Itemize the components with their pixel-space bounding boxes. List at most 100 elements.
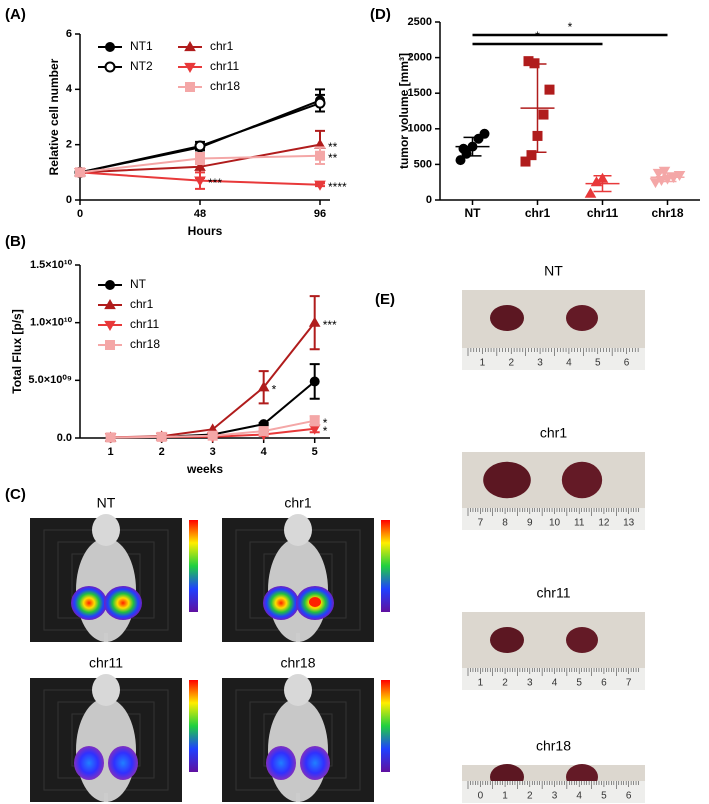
signal <box>71 586 107 620</box>
marker <box>105 280 115 290</box>
ruler-number: 2 <box>502 678 508 689</box>
ruler-number: 0 <box>478 791 484 802</box>
x-tick-label: 2 <box>159 446 165 458</box>
y-tick-label: 6 <box>66 28 72 40</box>
legend-label: NT <box>130 277 147 291</box>
marker <box>184 41 196 52</box>
x-tick-label: NT <box>465 206 482 220</box>
marker <box>104 61 116 73</box>
panel-label: (D) <box>370 6 391 23</box>
ruler-number: 3 <box>537 358 543 369</box>
colorbar <box>189 680 198 772</box>
significance: * <box>272 382 277 396</box>
ruler-number: 4 <box>566 358 572 369</box>
ruler-number: 6 <box>626 791 632 802</box>
marker <box>105 340 115 350</box>
marker <box>156 431 167 442</box>
marker <box>544 84 555 95</box>
ruler-number: 10 <box>549 518 561 529</box>
marker <box>526 150 537 161</box>
ruler-number: 5 <box>601 791 607 802</box>
ruler-number: 9 <box>527 518 533 529</box>
mouse-head <box>284 514 312 546</box>
y-tick-label: 2 <box>66 139 72 151</box>
x-tick-label: 4 <box>261 446 268 458</box>
ruler-number: 2 <box>508 358 514 369</box>
ruler <box>462 508 645 530</box>
signal <box>108 746 138 780</box>
ruler-number: 6 <box>601 678 607 689</box>
ruler-number: 11 <box>574 518 585 529</box>
ruler-number: 4 <box>552 678 558 689</box>
marker <box>257 381 270 392</box>
mouse-head <box>92 674 120 706</box>
panel-label: (C) <box>5 486 26 503</box>
marker <box>195 153 205 164</box>
ruler-number: 8 <box>502 518 508 529</box>
tumor <box>490 627 524 653</box>
marker <box>649 178 662 189</box>
marker <box>75 167 85 178</box>
marker <box>104 320 116 331</box>
marker <box>105 432 116 443</box>
x-tick-label: chr1 <box>525 206 551 220</box>
ruler-number: 7 <box>478 518 484 529</box>
y-tick-label: 500 <box>414 158 432 170</box>
significance: ** <box>328 151 338 165</box>
marker <box>309 415 320 426</box>
image-label: NT <box>97 495 116 511</box>
ruler-number: 7 <box>626 678 632 689</box>
legend-label: NT1 <box>130 39 153 53</box>
tumor <box>566 627 598 653</box>
marker <box>455 155 466 166</box>
ruler-number: 13 <box>623 518 635 529</box>
ruler-number: 6 <box>624 358 630 369</box>
significance: **** <box>328 180 347 194</box>
y-axis-label: tumor volume [mm³] <box>397 53 411 169</box>
image-label: chr1 <box>284 495 311 511</box>
y-tick-label: 1.5×10¹⁰ <box>30 259 73 271</box>
significance: * <box>323 416 328 430</box>
image-label: chr1 <box>540 425 567 441</box>
x-tick-label: 1 <box>108 446 114 458</box>
marker <box>584 187 597 198</box>
signal <box>263 586 299 620</box>
significance: *** <box>208 176 222 190</box>
image-label: chr18 <box>280 655 315 671</box>
signal <box>74 746 104 780</box>
tumor <box>490 305 524 331</box>
marker <box>194 140 206 152</box>
ruler-number: 3 <box>527 678 533 689</box>
mouse-head <box>92 514 120 546</box>
signal <box>266 746 296 780</box>
significance: *** <box>323 318 337 332</box>
legend-label: chr11 <box>130 317 159 331</box>
marker <box>258 426 269 437</box>
marker <box>314 97 326 109</box>
y-tick-label: 4 <box>66 83 73 95</box>
ruler <box>462 668 645 690</box>
x-tick-label: 48 <box>194 208 206 220</box>
legend-label: chr18 <box>130 337 160 351</box>
mouse-head <box>284 674 312 706</box>
marker <box>658 166 671 177</box>
colorbar <box>381 520 390 612</box>
marker <box>194 160 206 171</box>
legend-label: chr1 <box>130 297 154 311</box>
marker <box>184 62 196 73</box>
ruler <box>462 348 645 370</box>
marker <box>479 128 490 139</box>
ruler-number: 5 <box>576 678 582 689</box>
legend-label: NT2 <box>130 59 153 73</box>
marker <box>458 143 469 154</box>
marker <box>194 176 206 187</box>
panel-label: (A) <box>5 6 26 23</box>
x-tick-label: 0 <box>77 208 83 220</box>
tumor <box>561 461 603 499</box>
significance: * <box>323 424 328 438</box>
tumor <box>483 461 531 499</box>
ruler-number: 1 <box>502 791 508 802</box>
y-axis-label: Relative cell number <box>47 58 61 175</box>
image-label: chr18 <box>536 738 571 754</box>
